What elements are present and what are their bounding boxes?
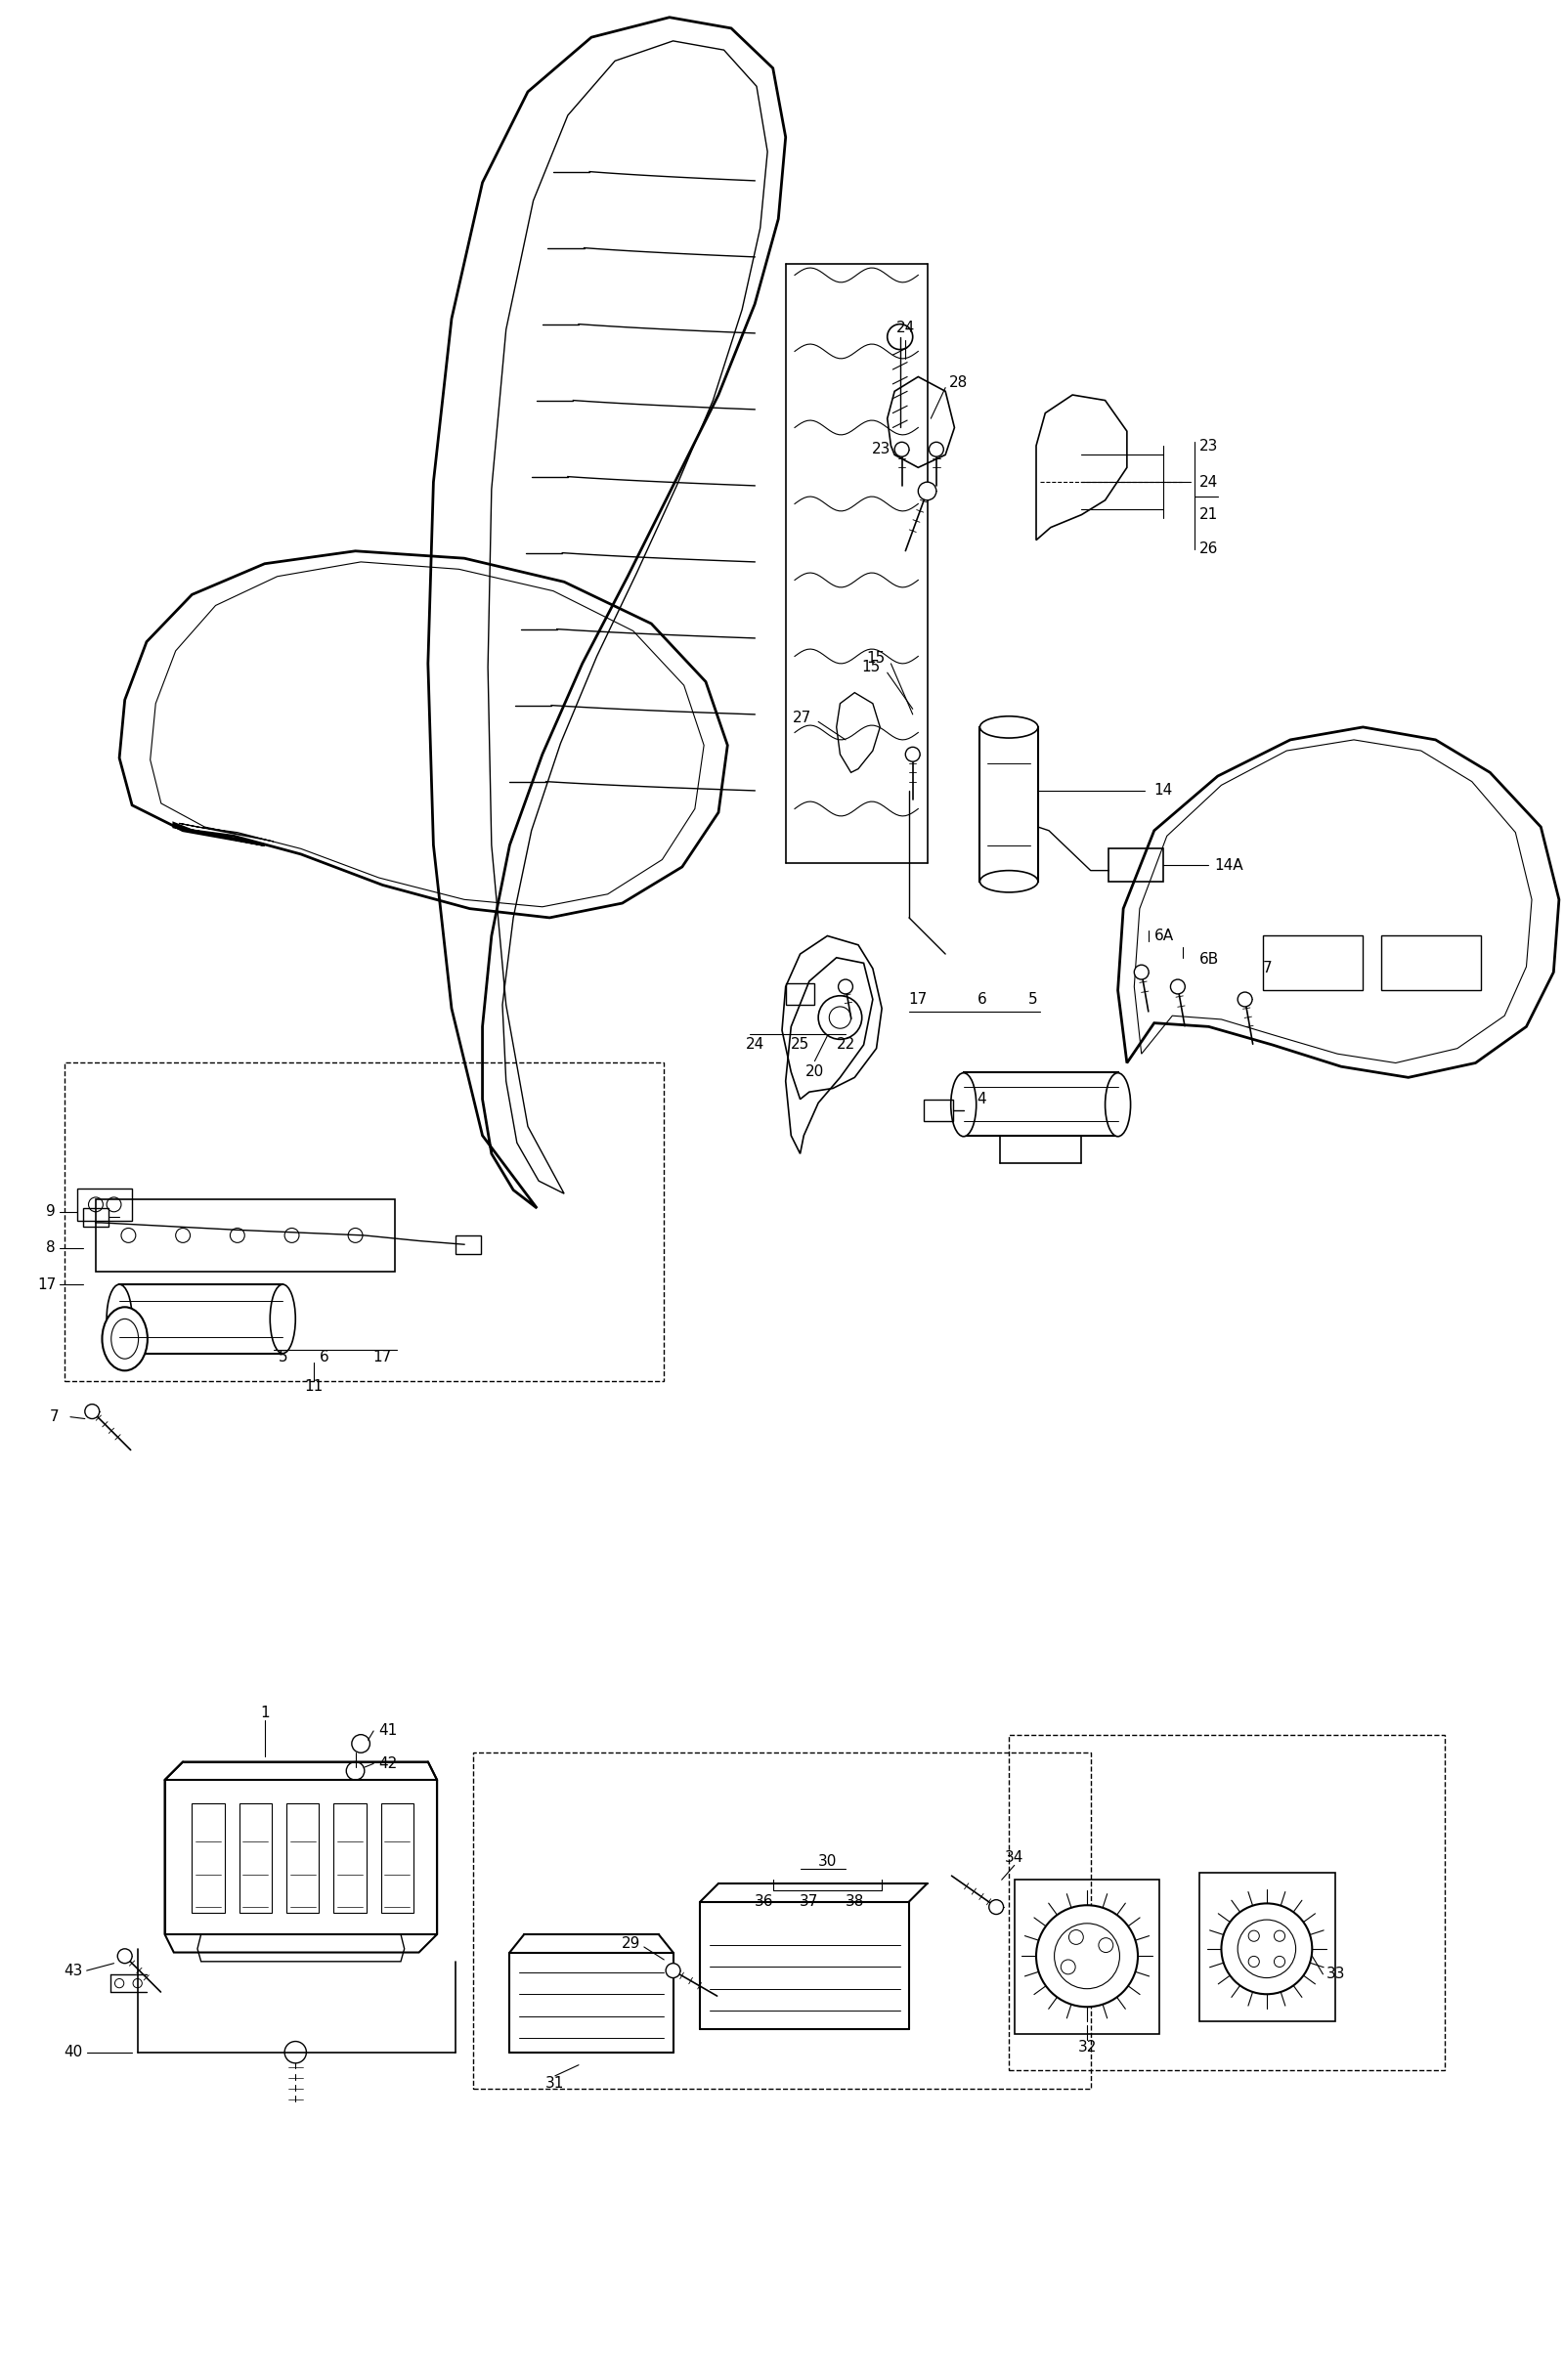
Ellipse shape xyxy=(102,1307,147,1371)
Text: 29: 29 xyxy=(621,1935,640,1952)
Text: 14A: 14A xyxy=(1214,857,1243,873)
Bar xyxy=(924,1100,952,1121)
Bar xyxy=(785,983,815,1004)
Text: 40: 40 xyxy=(64,2044,83,2059)
Text: 30: 30 xyxy=(818,1854,837,1868)
Text: 42: 42 xyxy=(378,1756,397,1771)
Bar xyxy=(286,1804,319,1914)
Text: 37: 37 xyxy=(799,1894,818,1909)
Bar xyxy=(380,1804,413,1914)
Text: 15: 15 xyxy=(862,659,881,674)
Bar xyxy=(474,1752,1090,2090)
Circle shape xyxy=(906,747,920,762)
Circle shape xyxy=(895,443,909,457)
Circle shape xyxy=(346,1761,364,1780)
Circle shape xyxy=(887,324,913,350)
Circle shape xyxy=(84,1404,100,1418)
Ellipse shape xyxy=(981,871,1038,892)
Text: 22: 22 xyxy=(837,1038,856,1052)
Text: 1: 1 xyxy=(260,1706,269,1721)
Circle shape xyxy=(666,1964,680,1978)
Bar xyxy=(1015,1880,1159,2035)
Bar xyxy=(1009,1735,1445,2071)
Circle shape xyxy=(1237,992,1253,1007)
Ellipse shape xyxy=(981,716,1038,738)
Bar xyxy=(963,1071,1118,1135)
Bar xyxy=(333,1804,366,1914)
Circle shape xyxy=(1037,1906,1139,2006)
Text: 26: 26 xyxy=(1200,543,1218,557)
Text: 7: 7 xyxy=(50,1409,59,1423)
Text: 27: 27 xyxy=(793,712,812,726)
Circle shape xyxy=(1134,964,1148,981)
Bar xyxy=(1264,935,1362,990)
Text: 36: 36 xyxy=(754,1894,773,1909)
Text: 14: 14 xyxy=(1154,783,1173,797)
Text: 5: 5 xyxy=(1028,992,1037,1007)
Bar xyxy=(239,1804,272,1914)
Text: 17: 17 xyxy=(909,992,927,1007)
Bar xyxy=(1109,850,1164,881)
Circle shape xyxy=(117,1949,131,1964)
Bar xyxy=(192,1804,225,1914)
Text: 32: 32 xyxy=(1078,2040,1096,2054)
Text: 9: 9 xyxy=(47,1204,56,1219)
Text: 23: 23 xyxy=(1200,438,1218,452)
Text: 25: 25 xyxy=(791,1038,810,1052)
Text: 6: 6 xyxy=(978,992,987,1007)
Text: 38: 38 xyxy=(845,1894,863,1909)
Bar xyxy=(64,1064,665,1380)
Bar xyxy=(1381,935,1481,990)
Circle shape xyxy=(352,1735,371,1752)
Text: 6A: 6A xyxy=(1154,928,1175,942)
Text: 34: 34 xyxy=(1006,1852,1024,1866)
Ellipse shape xyxy=(106,1285,131,1354)
Text: 24: 24 xyxy=(746,1038,765,1052)
Text: 5: 5 xyxy=(278,1349,288,1364)
Text: 43: 43 xyxy=(64,1964,83,1978)
Circle shape xyxy=(929,443,943,457)
Text: 8: 8 xyxy=(47,1240,56,1254)
Ellipse shape xyxy=(271,1285,296,1354)
Circle shape xyxy=(838,981,852,995)
Text: 15: 15 xyxy=(866,650,885,666)
Text: 33: 33 xyxy=(1326,1966,1345,1983)
Text: 21: 21 xyxy=(1200,507,1218,521)
Text: 4: 4 xyxy=(978,1092,987,1107)
Circle shape xyxy=(1170,981,1186,995)
Circle shape xyxy=(988,1899,1004,1914)
Text: 28: 28 xyxy=(949,376,968,390)
Bar xyxy=(981,728,1038,881)
Ellipse shape xyxy=(1106,1073,1131,1135)
Text: 24: 24 xyxy=(1200,474,1218,490)
Text: 31: 31 xyxy=(546,2075,565,2090)
Text: 20: 20 xyxy=(805,1064,824,1081)
Bar xyxy=(455,1235,480,1254)
Text: 11: 11 xyxy=(305,1378,324,1392)
Text: 23: 23 xyxy=(873,443,891,457)
Text: 6: 6 xyxy=(319,1349,330,1364)
Bar xyxy=(119,1285,283,1354)
Text: 6B: 6B xyxy=(1200,952,1220,966)
Circle shape xyxy=(1221,1904,1312,1994)
Text: 24: 24 xyxy=(896,321,915,336)
Text: 17: 17 xyxy=(374,1349,393,1364)
Bar xyxy=(1200,1873,1336,2021)
Text: 17: 17 xyxy=(38,1278,56,1292)
Text: 7: 7 xyxy=(1264,962,1273,976)
Ellipse shape xyxy=(951,1073,976,1135)
Bar xyxy=(78,1188,131,1221)
Text: 41: 41 xyxy=(378,1723,397,1737)
Bar xyxy=(95,1200,396,1271)
Circle shape xyxy=(918,483,937,500)
Bar xyxy=(83,1209,108,1226)
